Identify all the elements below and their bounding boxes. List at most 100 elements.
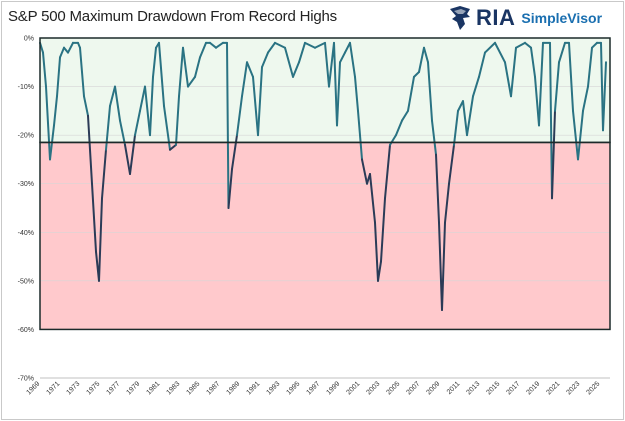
x-tick-label: 2011 — [446, 380, 462, 396]
series-segment — [472, 75, 480, 98]
series-segment — [568, 41, 574, 112]
series-segment — [252, 75, 259, 137]
series-segment — [114, 85, 121, 122]
series-segment — [407, 75, 415, 112]
band-lower — [40, 142, 610, 330]
x-tick-label: 1983 — [165, 380, 181, 396]
band-lower-outline — [39, 141, 611, 331]
series-segment — [457, 100, 464, 112]
x-tick-label: 1997 — [305, 380, 321, 396]
brand-simplevisor-text: SimpleVisor — [521, 10, 603, 26]
series-segment — [478, 51, 486, 78]
series-segment — [284, 46, 294, 78]
y-axis: 0% -10% -20% -30% -40% -50% -60% -70% — [18, 36, 34, 383]
series-segment — [236, 95, 243, 137]
series-segment — [530, 46, 536, 78]
series-segment — [333, 41, 338, 127]
x-tick-label: 2019 — [525, 380, 541, 396]
series-segment — [515, 41, 526, 49]
x-tick-label: 2001 — [345, 380, 361, 396]
series-segment — [462, 100, 468, 137]
series-segment — [554, 61, 560, 112]
series-segment — [587, 46, 593, 88]
series-segment — [453, 109, 459, 146]
x-tick-label: 2015 — [485, 380, 501, 396]
eagle-icon — [450, 6, 470, 30]
x-tick-label: 1985 — [185, 380, 201, 396]
drawdown-series — [39, 41, 607, 311]
series-segment — [194, 56, 201, 78]
x-tick-label: 2003 — [365, 380, 381, 396]
series-segment — [377, 260, 382, 282]
series-segment — [349, 41, 356, 78]
series-segment — [124, 143, 131, 175]
x-tick-label: 2025 — [585, 380, 601, 396]
x-tick-label: 2017 — [505, 380, 521, 396]
series-segment — [129, 134, 136, 175]
x-tick-label: 1981 — [145, 380, 161, 396]
x-tick-label: 1977 — [105, 380, 121, 396]
series-segment — [602, 61, 607, 132]
x-tick-label: 2005 — [385, 380, 401, 396]
series-segment — [134, 109, 141, 137]
series-segment — [215, 41, 224, 49]
series-segment — [169, 143, 177, 151]
series-segment — [448, 143, 455, 185]
series-segment — [336, 61, 341, 127]
series-segment — [304, 41, 316, 49]
x-tick-label: 1969 — [25, 380, 41, 396]
series-segment — [79, 46, 85, 98]
series-segment — [551, 109, 556, 200]
series-segment — [339, 51, 346, 64]
series-segment — [389, 134, 397, 146]
series-segment — [149, 75, 154, 137]
x-tick-label: 1989 — [225, 380, 241, 396]
series-segment — [144, 85, 151, 137]
x-tick-label: 1993 — [265, 380, 281, 396]
series-segment — [227, 168, 233, 209]
series-segment — [401, 109, 409, 122]
x-axis: 1969 1971 1973 1975 1977 1979 1981 1983 1985 1987… — [25, 377, 610, 396]
series-segment — [504, 61, 512, 98]
series-segment — [369, 173, 376, 224]
series-segment — [354, 75, 359, 112]
y-tick-label: -10% — [18, 84, 34, 91]
series-segment — [98, 197, 103, 282]
series-segment — [413, 71, 420, 78]
series-segment — [441, 221, 446, 311]
x-tick-label: 2009 — [425, 380, 441, 396]
x-tick-label: 1975 — [85, 380, 101, 396]
series-segment — [139, 85, 146, 112]
x-tick-label: 1971 — [45, 380, 61, 396]
series-segment — [87, 114, 93, 185]
series-segment — [152, 46, 157, 78]
series-segment — [274, 41, 286, 49]
x-tick-label: 2021 — [545, 380, 561, 396]
series-segment — [101, 148, 107, 200]
series-segment — [361, 158, 368, 185]
series-segment — [59, 46, 65, 59]
series-segment — [246, 61, 254, 78]
x-tick-label: 2007 — [405, 380, 421, 396]
series-segment — [357, 109, 363, 161]
chart-title: S&P 500 Maximum Drawdown From Record Hig… — [8, 8, 337, 25]
brand-logo: RIA SimpleVisor — [448, 4, 602, 32]
series-segment — [466, 95, 474, 137]
series-segment — [328, 41, 335, 88]
series-segment — [91, 182, 97, 253]
series-segment — [267, 41, 276, 54]
series-segment — [119, 119, 126, 146]
series-segment — [577, 109, 584, 161]
series-segment — [384, 143, 391, 200]
x-tick-label: 2013 — [465, 380, 481, 396]
series-segment — [67, 41, 74, 54]
series-segment — [423, 46, 429, 64]
series-segment — [53, 95, 58, 127]
series-segment — [324, 41, 330, 88]
series-segment — [572, 109, 579, 161]
x-tick-label: 1973 — [65, 380, 81, 396]
brand-ria-text: RIA — [476, 5, 516, 30]
series-segment — [484, 41, 496, 54]
series-segment — [178, 46, 184, 98]
